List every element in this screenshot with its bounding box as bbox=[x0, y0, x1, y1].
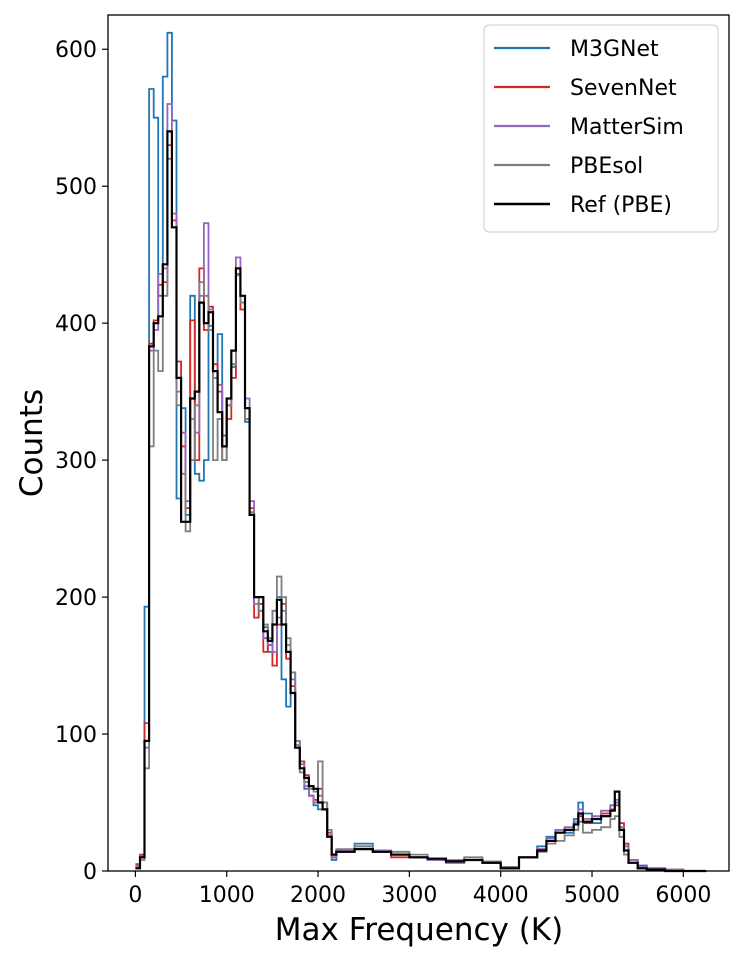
x-tick-label: 6000 bbox=[655, 883, 711, 908]
x-tick-label: 1000 bbox=[199, 883, 255, 908]
legend-label: MatterSim bbox=[570, 115, 684, 140]
y-axis-ticks: 0 100 200 300 400 500 600 bbox=[55, 38, 108, 885]
y-tick-label: 0 bbox=[83, 860, 97, 885]
x-tick-label: 4000 bbox=[473, 883, 529, 908]
y-axis-label: Counts bbox=[14, 389, 50, 497]
legend-label: Ref (PBE) bbox=[570, 193, 672, 218]
y-tick-label: 500 bbox=[55, 175, 97, 200]
x-tick-label: 5000 bbox=[564, 883, 620, 908]
plot-frame bbox=[107, 14, 730, 872]
legend: M3GNet SevenNet MatterSim PBEsol Ref (PBE) bbox=[483, 24, 719, 233]
y-tick-label: 600 bbox=[55, 38, 97, 63]
legend-label: PBEsol bbox=[570, 154, 643, 179]
x-tick-label: 2000 bbox=[290, 883, 346, 908]
y-tick-label: 100 bbox=[55, 723, 97, 748]
y-tick-label: 400 bbox=[55, 312, 97, 337]
x-axis-ticks: 0 1000 2000 3000 4000 5000 6000 bbox=[128, 871, 711, 908]
x-tick-label: 3000 bbox=[381, 883, 437, 908]
x-axis-label: Max Frequency (K) bbox=[275, 912, 563, 948]
y-tick-label: 300 bbox=[55, 449, 97, 474]
legend-label: SevenNet bbox=[570, 76, 677, 101]
y-tick-label: 200 bbox=[55, 586, 97, 611]
legend-box bbox=[483, 24, 719, 233]
x-tick-label: 0 bbox=[128, 883, 142, 908]
series-line-ref-pbe bbox=[135, 130, 707, 873]
legend-label: M3GNet bbox=[570, 37, 659, 62]
series-layer bbox=[135, 31, 707, 873]
